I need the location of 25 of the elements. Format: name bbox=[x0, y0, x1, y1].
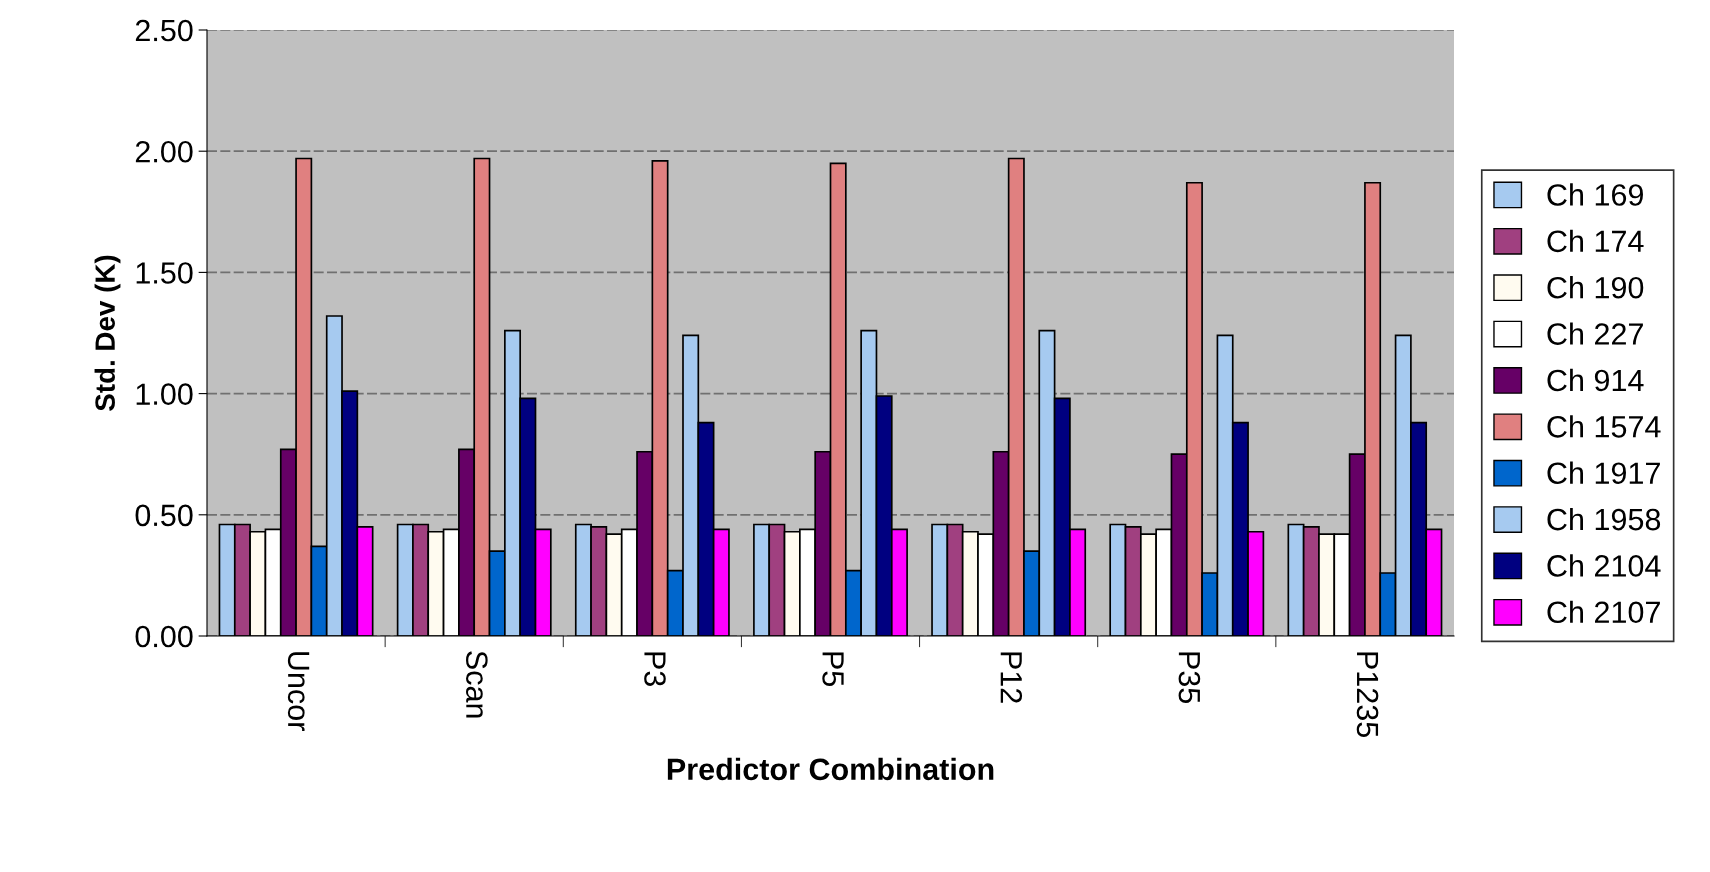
legend-label: Ch 190 bbox=[1547, 276, 1644, 299]
x-tick-label: P5 bbox=[822, 652, 844, 686]
y-tick-label: 1.00 bbox=[136, 383, 193, 405]
x-tick-label: Scan bbox=[466, 651, 488, 718]
x-tick-label: Uncor bbox=[287, 652, 310, 731]
y-tick-label: 1.50 bbox=[136, 262, 193, 284]
x-tick-label: P35 bbox=[1178, 652, 1201, 703]
y-tick-label: 2.50 bbox=[135, 19, 193, 42]
legend-label: Ch 227 bbox=[1547, 322, 1643, 345]
x-tick-label: P1235 bbox=[1356, 652, 1379, 737]
legend-label: Ch 174 bbox=[1547, 229, 1644, 253]
legend-label: Ch 1917 bbox=[1547, 461, 1660, 485]
x-tick-label: P12 bbox=[1000, 652, 1023, 703]
legend-label: Ch 169 bbox=[1547, 183, 1643, 206]
legend-label: Ch 914 bbox=[1547, 368, 1644, 392]
x-tick-label: P3 bbox=[644, 652, 666, 686]
legend-label: Ch 2107 bbox=[1547, 600, 1660, 624]
legend-label: Ch 2104 bbox=[1547, 554, 1661, 577]
y-tick-label: 0.50 bbox=[135, 504, 193, 527]
y-tick-label: 0.00 bbox=[135, 625, 193, 648]
legend-label: Ch 1958 bbox=[1547, 507, 1661, 531]
y-axis-title: Std. Dev (K) bbox=[94, 255, 121, 411]
y-tick-label: 2.00 bbox=[135, 140, 193, 163]
legend-label: Ch 1574 bbox=[1547, 415, 1661, 438]
x-axis-title: Predictor Combination bbox=[667, 757, 994, 781]
